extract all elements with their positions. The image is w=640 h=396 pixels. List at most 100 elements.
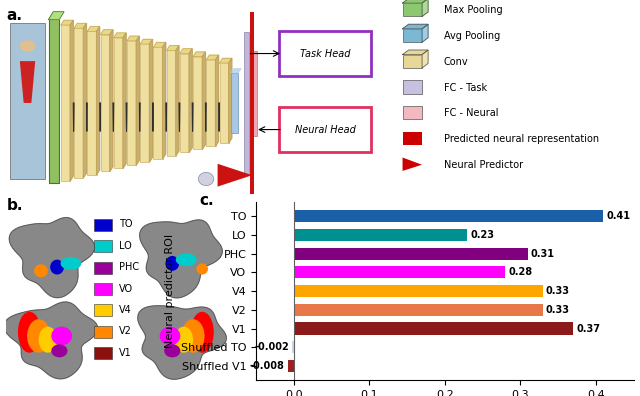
Polygon shape [61,20,73,25]
Text: 0.33: 0.33 [546,305,570,315]
Polygon shape [70,20,73,181]
Bar [250,12,254,194]
Polygon shape [216,55,219,146]
Ellipse shape [164,345,180,357]
FancyBboxPatch shape [49,19,60,183]
Ellipse shape [27,319,50,353]
Text: LO: LO [119,241,132,251]
Polygon shape [228,58,232,143]
Ellipse shape [182,319,205,353]
Bar [288,360,294,372]
Text: TO: TO [119,219,132,229]
FancyBboxPatch shape [206,60,216,146]
Text: a.: a. [6,8,22,23]
Bar [94,261,113,274]
Text: FC - Task: FC - Task [444,82,487,93]
Polygon shape [220,58,232,63]
Bar [294,229,467,241]
Text: 0.41: 0.41 [607,211,630,221]
FancyBboxPatch shape [100,34,110,171]
FancyBboxPatch shape [61,25,70,181]
Polygon shape [87,27,100,31]
Text: 0.31: 0.31 [531,249,555,259]
Polygon shape [422,50,428,68]
Y-axis label: Neural predictor ROI: Neural predictor ROI [165,234,175,348]
Bar [403,3,422,17]
FancyBboxPatch shape [279,107,371,152]
FancyBboxPatch shape [193,57,202,149]
Bar [94,219,113,231]
Polygon shape [114,33,126,38]
FancyBboxPatch shape [166,50,176,156]
Polygon shape [189,49,192,152]
Ellipse shape [50,260,64,274]
Polygon shape [403,158,422,171]
Ellipse shape [51,345,67,357]
Text: Task Head: Task Head [300,49,350,59]
Polygon shape [123,33,126,168]
Polygon shape [100,30,113,34]
Polygon shape [218,164,252,187]
Bar [294,248,528,260]
Ellipse shape [18,312,41,353]
Text: V4: V4 [119,305,132,315]
Ellipse shape [165,256,179,271]
Text: Max Pooling: Max Pooling [444,5,502,15]
Ellipse shape [176,253,196,266]
Polygon shape [74,23,86,28]
FancyBboxPatch shape [74,28,83,178]
Bar [294,304,543,316]
Bar [94,240,113,252]
Text: Neural Head: Neural Head [294,125,356,135]
Polygon shape [49,12,64,19]
Polygon shape [110,30,113,171]
Bar [403,132,422,145]
Polygon shape [176,46,179,156]
Polygon shape [140,220,222,298]
Ellipse shape [198,172,214,186]
Polygon shape [97,27,100,175]
Bar [403,29,422,42]
Polygon shape [166,46,179,50]
Polygon shape [138,306,227,379]
Bar [294,322,573,335]
FancyBboxPatch shape [231,72,238,133]
Ellipse shape [191,312,214,353]
Polygon shape [136,36,140,165]
Polygon shape [206,55,219,60]
FancyBboxPatch shape [180,53,189,152]
FancyBboxPatch shape [127,41,136,165]
Text: Conv: Conv [444,57,468,67]
FancyBboxPatch shape [140,44,150,162]
Bar [294,266,505,278]
Polygon shape [403,24,428,29]
FancyBboxPatch shape [154,47,163,159]
Polygon shape [193,52,205,57]
Ellipse shape [196,263,208,274]
Polygon shape [422,0,428,17]
Polygon shape [140,39,152,44]
Bar [94,283,113,295]
Polygon shape [231,69,241,72]
Text: 0.23: 0.23 [470,230,495,240]
Polygon shape [422,24,428,42]
Text: FC - Neural: FC - Neural [444,108,499,118]
FancyBboxPatch shape [87,31,97,175]
Polygon shape [9,218,95,298]
Text: VO: VO [119,284,133,293]
Bar [94,326,113,338]
Text: Neural Predictor: Neural Predictor [444,160,523,170]
Polygon shape [20,61,35,103]
Text: c.: c. [200,193,214,208]
Polygon shape [180,49,192,53]
Ellipse shape [159,327,180,345]
Polygon shape [154,42,166,47]
FancyBboxPatch shape [114,38,123,168]
Text: V1: V1 [119,348,132,358]
Bar [252,51,257,136]
Ellipse shape [38,327,57,353]
Polygon shape [403,50,428,55]
Ellipse shape [34,264,48,277]
Bar [292,341,294,353]
Text: PHC: PHC [119,262,140,272]
